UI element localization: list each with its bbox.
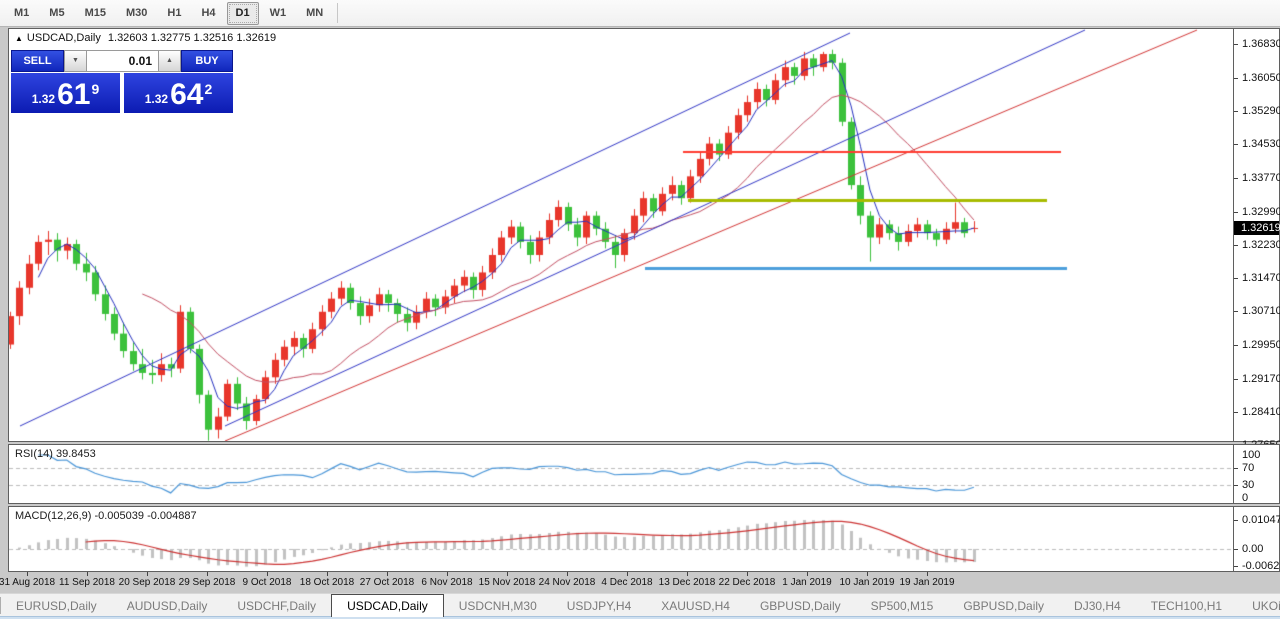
chart-tab-tech100-h1[interactable]: TECH100,H1 [1150, 598, 1223, 613]
chart-tab-usdcnh-m30[interactable]: USDCNH,M30 [458, 598, 537, 613]
date-axis-label: 20 Sep 2018 [118, 577, 176, 588]
date-axis-label: 29 Sep 2018 [178, 577, 236, 588]
date-axis-tick [627, 572, 628, 576]
volume-decrease-button[interactable]: ▼ [64, 50, 87, 72]
chart-tab-sp500-m15[interactable]: SP500,M15 [870, 598, 934, 613]
timeframe-button-w1[interactable]: W1 [269, 6, 287, 19]
date-axis-label: 19 Jan 2019 [899, 577, 955, 588]
main-chart-window: ▲ USDCAD,Daily 1.32603 1.32775 1.32516 1.3… [8, 28, 1280, 451]
chart-tab-dj30-h4[interactable]: DJ30,H4 [1074, 598, 1121, 613]
macd-label: MACD(12,26,9) -0.005039 -0.004887 [15, 510, 197, 522]
macd-axis: 0.0104740.00-0.006218 [1234, 507, 1280, 572]
date-axis-label: 10 Jan 2019 [839, 577, 895, 588]
sell-price-pips: 61 [57, 78, 91, 111]
sell-price-point: 9 [91, 81, 100, 97]
date-axis-tick [327, 572, 328, 576]
timeframe-button-d1[interactable]: D1 [226, 1, 259, 25]
buy-price-prefix: 1.32 [144, 92, 169, 106]
date-axis-tick [867, 572, 868, 576]
tabbar-left-stub [0, 597, 1, 614]
rsi-axis: 100 70 30 0 [1234, 445, 1279, 504]
chart-tab-gbpusd-daily[interactable]: GBPUSD,Daily [759, 598, 841, 613]
date-axis-label: 24 Nov 2018 [538, 577, 596, 588]
toolbar-separator [337, 3, 339, 23]
date-axis-tick [207, 572, 208, 576]
timeframe-toolbar: M1 M5 M15 M30 H1 H4 D1 W1 MN [0, 0, 1280, 27]
date-axis-tick [447, 572, 448, 576]
date-axis-tick [567, 572, 568, 576]
sell-quote-tile[interactable]: 1.32 61 9 [11, 73, 120, 113]
chart-tab-xauusd-h4[interactable]: XAUUSD,H4 [661, 598, 730, 613]
date-axis[interactable]: 31 Aug 2018 11 Sep 2018 20 Sep 2018 29 Sep … [0, 572, 1278, 591]
timeframe-button-m5[interactable]: M5 [49, 6, 65, 19]
date-axis-tick [927, 572, 928, 576]
chart-ohlc-values: 1.32603 1.32775 1.32516 1.32619 [107, 32, 277, 44]
price-axis[interactable]: 1.36830 1.36050 1.35290 1.34530 1.33770 1.329… [1234, 29, 1280, 451]
date-axis-label: 9 Oct 2018 [242, 577, 292, 588]
chart-tab-gbpusd-daily[interactable]: GBPUSD,Daily [963, 598, 1045, 613]
volume-increase-button[interactable]: ▲ [158, 50, 181, 72]
chart-tab-usdcad-daily[interactable]: USDCAD,Daily [331, 594, 444, 617]
timeframe-button-m1[interactable]: M1 [14, 6, 30, 19]
rsi-axis-divider [1233, 445, 1234, 503]
sell-price-prefix: 1.32 [31, 92, 56, 106]
date-axis-tick [147, 572, 148, 576]
macd-indicator-window: MACD(12,26,9) -0.005039 -0.004887 0.0104… [8, 506, 1280, 572]
rsi-indicator-window: RSI(14) 39.8453 100 70 30 0 [8, 444, 1280, 504]
date-axis-label: 22 Dec 2018 [718, 577, 776, 588]
chart-tab-ukoil-h1[interactable]: UKOil,H1 [1252, 598, 1280, 613]
timeframe-button-m15[interactable]: M15 [84, 6, 106, 19]
current-price-tag: 1.32619 [1234, 221, 1280, 235]
date-axis-label: 4 Dec 2018 [601, 577, 653, 588]
window-bottom-strip [0, 616, 1280, 619]
timeframe-button-group: M1 M5 M15 M30 H1 H4 D1 W1 MN [4, 1, 333, 25]
date-axis-tick [507, 572, 508, 576]
chart-title: ▲ USDCAD,Daily 1.32603 1.32775 1.32516 1.3… [15, 32, 276, 44]
date-axis-label: 15 Nov 2018 [478, 577, 536, 588]
price-axis-divider [1233, 29, 1234, 441]
collapse-arrow-icon[interactable]: ▲ [15, 34, 23, 43]
macd-axis-divider [1233, 507, 1234, 571]
chart-symbol-label: USDCAD,Daily [26, 32, 101, 44]
chart-tab-usdjpy-h4[interactable]: USDJPY,H4 [566, 598, 632, 613]
rsi-canvas[interactable] [9, 445, 1233, 503]
chart-tab-usdchf-daily[interactable]: USDCHF,Daily [237, 598, 317, 613]
timeframe-button-m30[interactable]: M30 [125, 6, 148, 19]
date-axis-tick [87, 572, 88, 576]
timeframe-button-h1[interactable]: H1 [167, 6, 182, 19]
chart-tab-audusd-daily[interactable]: AUDUSD,Daily [126, 598, 208, 613]
date-axis-tick [687, 572, 688, 576]
timeframe-button-mn[interactable]: MN [306, 6, 324, 19]
date-axis-label: 11 Sep 2018 [59, 577, 115, 588]
date-axis-tick [747, 572, 748, 576]
macd-canvas[interactable] [9, 507, 1233, 571]
date-axis-label: 6 Nov 2018 [421, 577, 473, 588]
buy-button[interactable]: BUY [181, 50, 233, 72]
chart-tab-eurusd-daily[interactable]: EURUSD,Daily [16, 598, 97, 613]
one-click-trade-panel: SELL ▼ 0.01 ▲ BUY 1.32 61 9 1.32 64 2 [11, 50, 233, 113]
buy-price-point: 2 [204, 81, 213, 97]
date-axis-tick [27, 572, 28, 576]
date-axis-label: 13 Dec 2018 [658, 577, 716, 588]
date-axis-tick [387, 572, 388, 576]
date-axis-label: 18 Oct 2018 [299, 577, 355, 588]
date-axis-label: 31 Aug 2018 [0, 577, 56, 588]
sell-button[interactable]: SELL [11, 50, 64, 72]
date-axis-tick [267, 572, 268, 576]
date-axis-label: 1 Jan 2019 [782, 577, 832, 588]
chart-tab-bar: EURUSD,Daily AUDUSD,Daily USDCHF,Daily USDC… [0, 593, 1280, 617]
volume-input[interactable]: 0.01 [87, 50, 158, 72]
buy-price-pips: 64 [170, 78, 204, 111]
rsi-label: RSI(14) 39.8453 [15, 448, 96, 460]
timeframe-button-h4[interactable]: H4 [201, 6, 216, 19]
buy-quote-tile[interactable]: 1.32 64 2 [124, 73, 233, 113]
date-axis-label: 27 Oct 2018 [359, 577, 415, 588]
date-axis-tick [807, 572, 808, 576]
